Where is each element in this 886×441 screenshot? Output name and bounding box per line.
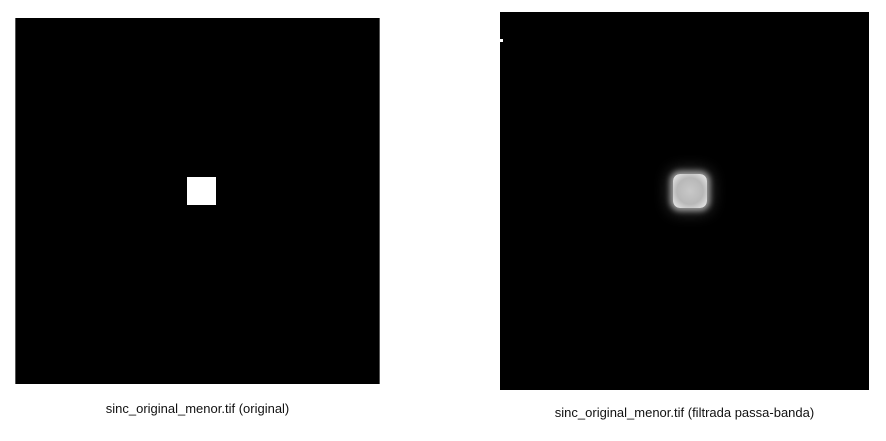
filtered-caption: sinc_original_menor.tif (filtrada passa-… [554, 405, 815, 420]
white-square [187, 177, 216, 205]
filtered-image [500, 12, 869, 390]
original-image [15, 18, 380, 384]
edge-speck [500, 39, 503, 42]
original-caption: sinc_original_menor.tif (original) [105, 401, 290, 416]
blurred-square [673, 174, 707, 208]
